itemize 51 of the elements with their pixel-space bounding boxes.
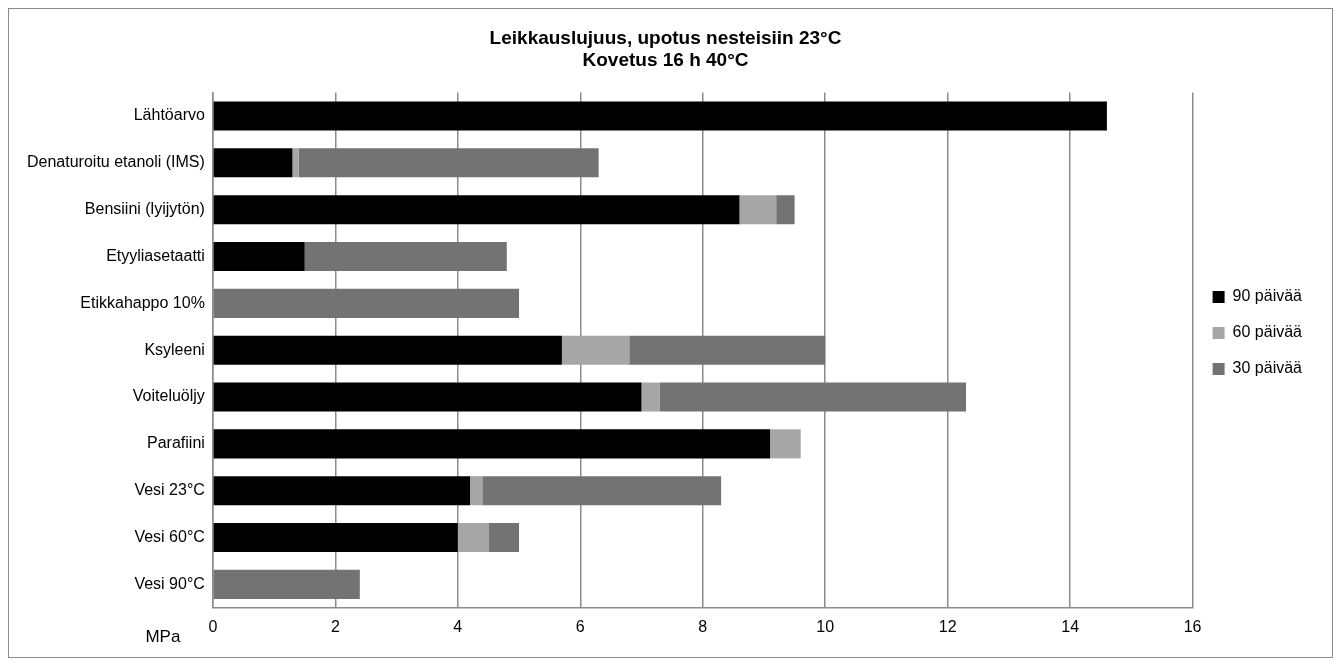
y-tick-label: Vesi 60°C: [134, 527, 205, 545]
bar: [213, 335, 562, 365]
y-tick-label: Voiteluöljy: [132, 387, 205, 405]
x-tick-label: 16: [1183, 617, 1202, 635]
bar: [213, 288, 520, 318]
bar: [213, 569, 360, 599]
bar: [561, 335, 630, 365]
x-tick-label: 0: [208, 617, 218, 635]
bar: [482, 476, 722, 506]
y-tick-label: Lähtöarvo: [133, 106, 205, 124]
bar: [776, 195, 795, 225]
x-tick-label: 4: [453, 617, 463, 635]
x-tick-label: 12: [938, 617, 957, 635]
bar: [213, 101, 1107, 131]
y-tick-label: Etikkahappo 10%: [80, 293, 205, 311]
y-tick-label: Etyyliasetaatti: [106, 246, 205, 264]
y-tick-label: Ksyleeni: [144, 340, 205, 358]
text: Kovetus 16 h 40°C: [582, 49, 749, 71]
x-tick-label: 10: [816, 617, 835, 635]
bar: [304, 242, 507, 272]
bar: [298, 148, 599, 178]
bar: [213, 195, 740, 225]
bar: [770, 429, 801, 459]
bar: [213, 382, 642, 412]
legend-label: 60 päivää: [1232, 323, 1303, 341]
x-axis-title: MPa: [145, 626, 181, 646]
y-tick-label: Vesi 23°C: [134, 481, 205, 499]
bar: [629, 335, 826, 365]
x-tick-label: 6: [575, 617, 585, 635]
bar: [213, 429, 771, 459]
y-tick-label: Bensiini (lyijytön): [84, 200, 205, 218]
bar: [488, 523, 520, 553]
y-tick-label: Denaturoitu etanoli (IMS): [27, 153, 205, 171]
bar: [213, 476, 471, 506]
bar: [470, 476, 483, 506]
bar: [213, 523, 458, 553]
bar: [457, 523, 489, 553]
x-tick-label: 2: [330, 617, 340, 635]
bar: [292, 148, 299, 178]
bar: [641, 382, 660, 412]
x-tick-label: 14: [1061, 617, 1080, 635]
x-tick-label: 8: [698, 617, 708, 635]
y-tick-label: Parafiini: [147, 434, 205, 452]
legend-label: 90 päivää: [1232, 287, 1303, 305]
bar: [739, 195, 777, 225]
bar: [659, 382, 967, 412]
bar: [213, 148, 293, 178]
y-tick-label: Vesi 90°C: [134, 574, 205, 592]
legend-label: 30 päivää: [1232, 359, 1303, 377]
bar: [213, 242, 305, 272]
text: Leikkauslujuus, upotus nesteisiin 23°C: [489, 26, 842, 48]
